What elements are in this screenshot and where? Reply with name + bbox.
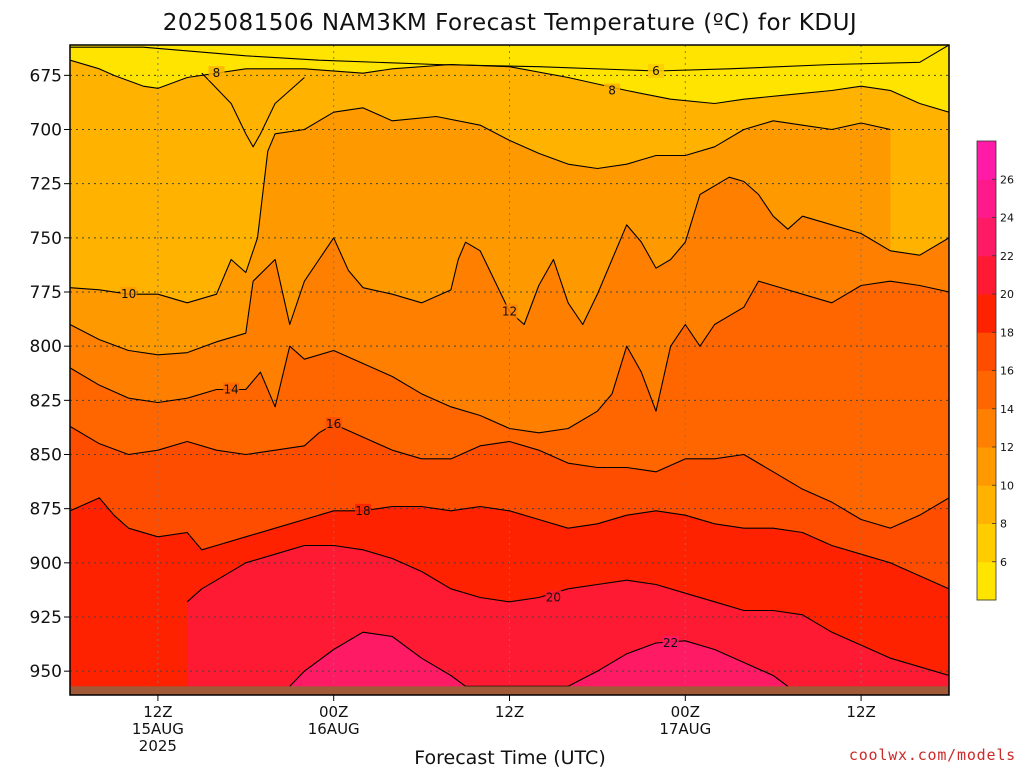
- isotherm-label-18-7: 18: [355, 504, 370, 518]
- colorbar-label-8: 8: [1000, 518, 1007, 531]
- isotherm-label-bg-22-9: [662, 636, 679, 650]
- colorbar-band-16: [977, 332, 996, 371]
- isotherm-label-22-9: 22: [663, 636, 678, 650]
- terrain-surface: [70, 686, 949, 695]
- isotherm-label-8-1: 8: [608, 84, 616, 98]
- x-tick-label-2025-08-17T00Z-1: 00Z: [671, 703, 700, 721]
- y-tick-label-825: 825: [30, 391, 62, 411]
- isotherm-label-8-2: 8: [213, 66, 221, 80]
- colorbar-label-20: 20: [1000, 288, 1014, 301]
- x-tick-label-2025-08-15T12Z-3: 2025: [139, 737, 177, 755]
- colorbar-label-14: 14: [1000, 403, 1014, 416]
- y-tick-label-925: 925: [30, 608, 62, 628]
- x-tick-label-2025-08-17T00Z-2: 17AUG: [659, 720, 711, 738]
- isotherm-10-3: [70, 107, 891, 304]
- y-tick-label-750: 750: [30, 229, 62, 249]
- isotherm-label-bg-18-7: [355, 503, 371, 518]
- y-axis: 675 700 725 750 775 800 825 850 875 900 925 950: [30, 66, 70, 682]
- isotherm-label-bg-12-4: [501, 304, 518, 319]
- grid-lines: [70, 45, 949, 695]
- y-tick-label-950: 950: [30, 662, 62, 682]
- colorbar-label-18: 18: [1000, 326, 1014, 339]
- x-tick-label-2025-08-15T12Z-2: 15AUG: [132, 720, 184, 738]
- isotherm-label-bg-6-0: [648, 64, 664, 78]
- x-tick-label-2025-08-15T12Z-1: 12Z: [143, 703, 172, 721]
- x-tick-label-2025-08-16T12Z-1: 12Z: [495, 703, 524, 721]
- x-tick-label-2025-08-16T00Z-1: 00Z: [319, 703, 348, 721]
- isotherm-label-bg-16-6: [325, 417, 342, 432]
- x-tick-label-2025-08-17T12Z-1: 12Z: [846, 703, 875, 721]
- isotherm-label-10-3: 10: [121, 287, 136, 301]
- colorbar-label-26: 26: [1000, 173, 1014, 186]
- colorbar-label-16: 16: [1000, 365, 1014, 378]
- colorbar-band-6: [977, 523, 996, 563]
- isotherm-label-16-6: 16: [326, 417, 341, 431]
- chart-title: 2025081506 NAM3KM Forecast Temperature (…: [163, 10, 857, 36]
- colorbar-band-8: [977, 485, 996, 524]
- colorbar-legend: 6 8 10 12 14 16 18 20 22 24 26: [976, 140, 1014, 601]
- isotherm-8-1: [70, 59, 949, 113]
- x-axis-label: Forecast Time (UTC): [414, 747, 605, 768]
- colorbar-label-6: 6: [1000, 556, 1007, 569]
- y-tick-label-800: 800: [30, 337, 62, 357]
- isotherm-lines: [70, 45, 949, 687]
- colorbar-band-18: [977, 294, 996, 333]
- temperature-fill-bands: [70, 45, 949, 695]
- isotherm-12-4: [70, 176, 949, 356]
- isotherm-label-bg-14-5: [223, 382, 240, 397]
- plot-area: 6 8 8 10 12 14 16 18 20 22: [70, 45, 949, 695]
- colorbar-band-24: [977, 179, 996, 218]
- isotherm-label-20-8: 20: [546, 591, 561, 605]
- credit-link[interactable]: coolwx.com/models: [849, 746, 1016, 764]
- colorbar-band-20: [977, 255, 996, 295]
- isotherm-18-7: [70, 497, 949, 590]
- x-tick-label-2025-08-16T00Z-2: 16AUG: [308, 720, 360, 738]
- colorbar-band-12: [977, 408, 996, 448]
- isotherm-label-14-5: 14: [224, 383, 239, 397]
- colorbar-band-10: [977, 447, 996, 486]
- y-tick-label-875: 875: [30, 500, 62, 520]
- y-tick-label-900: 900: [30, 554, 62, 574]
- colorbar-label-24: 24: [1000, 212, 1014, 225]
- colorbar-band-22: [977, 217, 996, 257]
- isotherm-6-0: [70, 45, 949, 72]
- colorbar-label-10: 10: [1000, 479, 1014, 492]
- y-tick-label-700: 700: [30, 121, 62, 141]
- colorbar-label-22: 22: [1000, 250, 1014, 263]
- colorbar-band-4: [977, 561, 996, 601]
- isotherm-label-bg-20-8: [545, 590, 562, 605]
- isotherm-14-5: [70, 280, 949, 434]
- colorbar-label-12: 12: [1000, 441, 1014, 454]
- colorbar-band-14: [977, 370, 996, 410]
- isotherm-16-6: [70, 423, 949, 529]
- y-tick-label-850: 850: [30, 446, 62, 466]
- isotherm-labels: 6 8 8 10 12 14 16 18 20 22: [120, 64, 679, 650]
- y-tick-label-675: 675: [30, 66, 62, 86]
- isotherm-label-bg-8-2: [208, 66, 225, 81]
- isotherm-label-6-0: 6: [652, 64, 660, 78]
- colorbar-band-26: [977, 141, 996, 180]
- y-tick-label-775: 775: [30, 283, 62, 303]
- y-tick-label-725: 725: [30, 175, 62, 195]
- isotherm-label-bg-10-3: [120, 287, 137, 302]
- isotherm-label-12-4: 12: [502, 305, 517, 319]
- isotherm-8-2: [201, 72, 305, 148]
- terrain-fill: [70, 686, 949, 695]
- isotherm-label-bg-8-1: [604, 83, 621, 98]
